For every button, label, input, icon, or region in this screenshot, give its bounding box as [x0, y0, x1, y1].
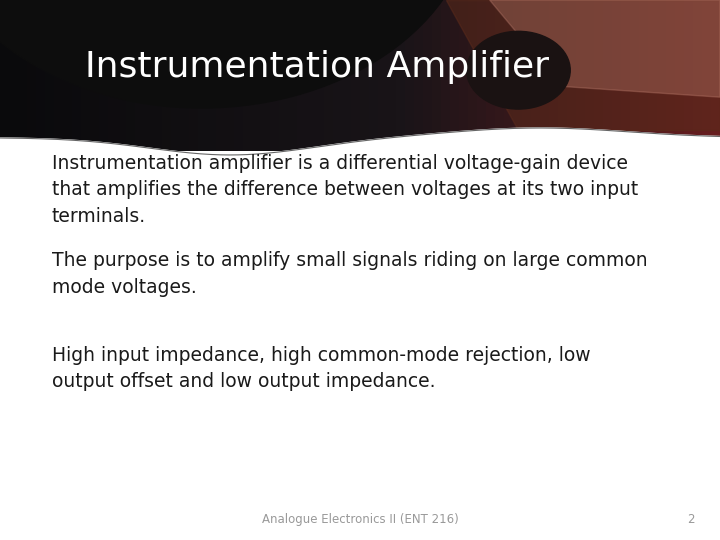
Bar	[216, 0, 226, 151]
Bar	[684, 0, 694, 151]
Bar	[306, 0, 317, 151]
Bar	[639, 0, 649, 151]
Bar	[594, 0, 604, 151]
Bar	[225, 0, 235, 151]
Bar	[90, 0, 101, 151]
Bar	[486, 0, 497, 151]
Circle shape	[0, 0, 475, 108]
Text: The purpose is to amplify small signals riding on large common
mode voltages.: The purpose is to amplify small signals …	[52, 251, 647, 296]
Bar	[504, 0, 514, 151]
Polygon shape	[446, 0, 720, 130]
Bar	[99, 0, 109, 151]
Bar	[171, 0, 181, 151]
Text: 2: 2	[688, 513, 695, 526]
Bar	[576, 0, 586, 151]
Bar	[261, 0, 271, 151]
Text: Instrumentation Amplifier: Instrumentation Amplifier	[85, 51, 549, 84]
Bar	[558, 0, 569, 151]
Bar	[585, 0, 595, 151]
Bar	[81, 0, 91, 151]
Bar	[198, 0, 209, 151]
Bar	[180, 0, 190, 151]
Polygon shape	[0, 128, 720, 540]
Bar	[405, 0, 415, 151]
Bar	[513, 0, 523, 151]
Bar	[153, 0, 163, 151]
Bar	[144, 0, 154, 151]
Bar	[540, 0, 550, 151]
Bar	[135, 0, 145, 151]
Bar	[675, 0, 685, 151]
Bar	[567, 0, 577, 151]
Bar	[396, 0, 407, 151]
Text: High input impedance, high common-mode rejection, low
output offset and low outp: High input impedance, high common-mode r…	[52, 346, 590, 391]
Text: Instrumentation amplifier is a differential voltage-gain device
that amplifies t: Instrumentation amplifier is a different…	[52, 154, 638, 226]
Bar	[333, 0, 343, 151]
Bar	[711, 0, 720, 151]
Bar	[603, 0, 613, 151]
Bar	[477, 0, 487, 151]
Bar	[315, 0, 325, 151]
Bar	[495, 0, 505, 151]
Bar	[630, 0, 641, 151]
Bar	[648, 0, 658, 151]
Bar	[18, 0, 29, 151]
Bar	[378, 0, 389, 151]
Bar	[702, 0, 712, 151]
Bar	[72, 0, 82, 151]
Bar	[27, 0, 37, 151]
Polygon shape	[490, 0, 720, 97]
Bar	[657, 0, 667, 151]
Bar	[441, 0, 451, 151]
Bar	[0, 0, 11, 151]
Bar	[45, 0, 55, 151]
Bar	[54, 0, 65, 151]
Bar	[324, 0, 334, 151]
Bar	[369, 0, 379, 151]
Bar	[270, 0, 281, 151]
Bar	[207, 0, 217, 151]
Bar	[468, 0, 478, 151]
Bar	[423, 0, 433, 151]
Bar	[342, 0, 353, 151]
Bar	[252, 0, 262, 151]
Bar	[279, 0, 289, 151]
Bar	[450, 0, 461, 151]
Bar	[126, 0, 137, 151]
Bar	[549, 0, 559, 151]
Bar	[666, 0, 677, 151]
Bar	[414, 0, 424, 151]
Bar	[288, 0, 299, 151]
Bar	[621, 0, 631, 151]
Bar	[162, 0, 173, 151]
Bar	[36, 0, 46, 151]
Bar	[63, 0, 73, 151]
Bar	[189, 0, 199, 151]
Bar	[108, 0, 119, 151]
Bar	[243, 0, 253, 151]
Text: Analogue Electronics II (ENT 216): Analogue Electronics II (ENT 216)	[261, 513, 459, 526]
Bar	[234, 0, 245, 151]
Bar	[459, 0, 469, 151]
Bar	[693, 0, 703, 151]
Bar	[9, 0, 19, 151]
Bar	[522, 0, 532, 151]
Bar	[432, 0, 442, 151]
Bar	[351, 0, 361, 151]
Bar	[387, 0, 397, 151]
Bar	[297, 0, 307, 151]
Bar	[531, 0, 541, 151]
Bar	[360, 0, 370, 151]
Bar	[117, 0, 127, 151]
Bar	[612, 0, 622, 151]
Circle shape	[467, 31, 570, 109]
